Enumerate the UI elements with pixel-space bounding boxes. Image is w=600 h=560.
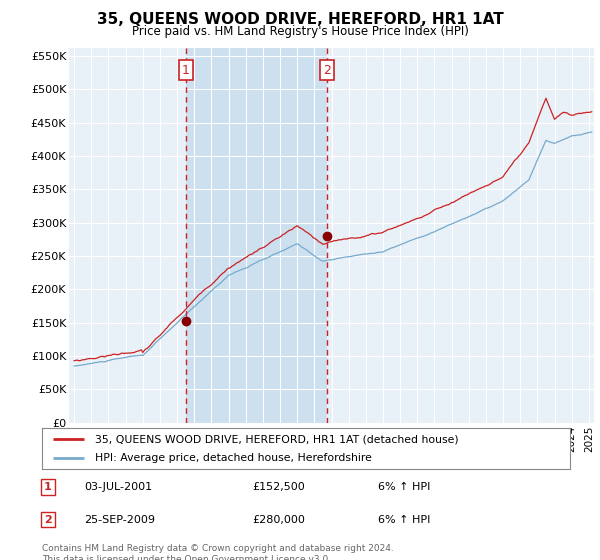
Text: £152,500: £152,500 xyxy=(252,482,305,492)
Text: HPI: Average price, detached house, Herefordshire: HPI: Average price, detached house, Here… xyxy=(95,453,371,463)
Text: 35, QUEENS WOOD DRIVE, HEREFORD, HR1 1AT (detached house): 35, QUEENS WOOD DRIVE, HEREFORD, HR1 1AT… xyxy=(95,435,458,444)
Text: 6% ↑ HPI: 6% ↑ HPI xyxy=(378,515,430,525)
Text: Contains HM Land Registry data © Crown copyright and database right 2024.
This d: Contains HM Land Registry data © Crown c… xyxy=(42,544,394,560)
Text: 2: 2 xyxy=(44,515,52,525)
Text: Price paid vs. HM Land Registry's House Price Index (HPI): Price paid vs. HM Land Registry's House … xyxy=(131,25,469,38)
Text: 35, QUEENS WOOD DRIVE, HEREFORD, HR1 1AT: 35, QUEENS WOOD DRIVE, HEREFORD, HR1 1AT xyxy=(97,12,503,27)
Bar xyxy=(185,48,327,423)
Text: 1: 1 xyxy=(44,482,52,492)
Text: £280,000: £280,000 xyxy=(252,515,305,525)
Text: 2: 2 xyxy=(323,64,331,77)
Text: 6% ↑ HPI: 6% ↑ HPI xyxy=(378,482,430,492)
Text: 1: 1 xyxy=(182,64,190,77)
Text: 03-JUL-2001: 03-JUL-2001 xyxy=(84,482,152,492)
Text: 25-SEP-2009: 25-SEP-2009 xyxy=(84,515,155,525)
